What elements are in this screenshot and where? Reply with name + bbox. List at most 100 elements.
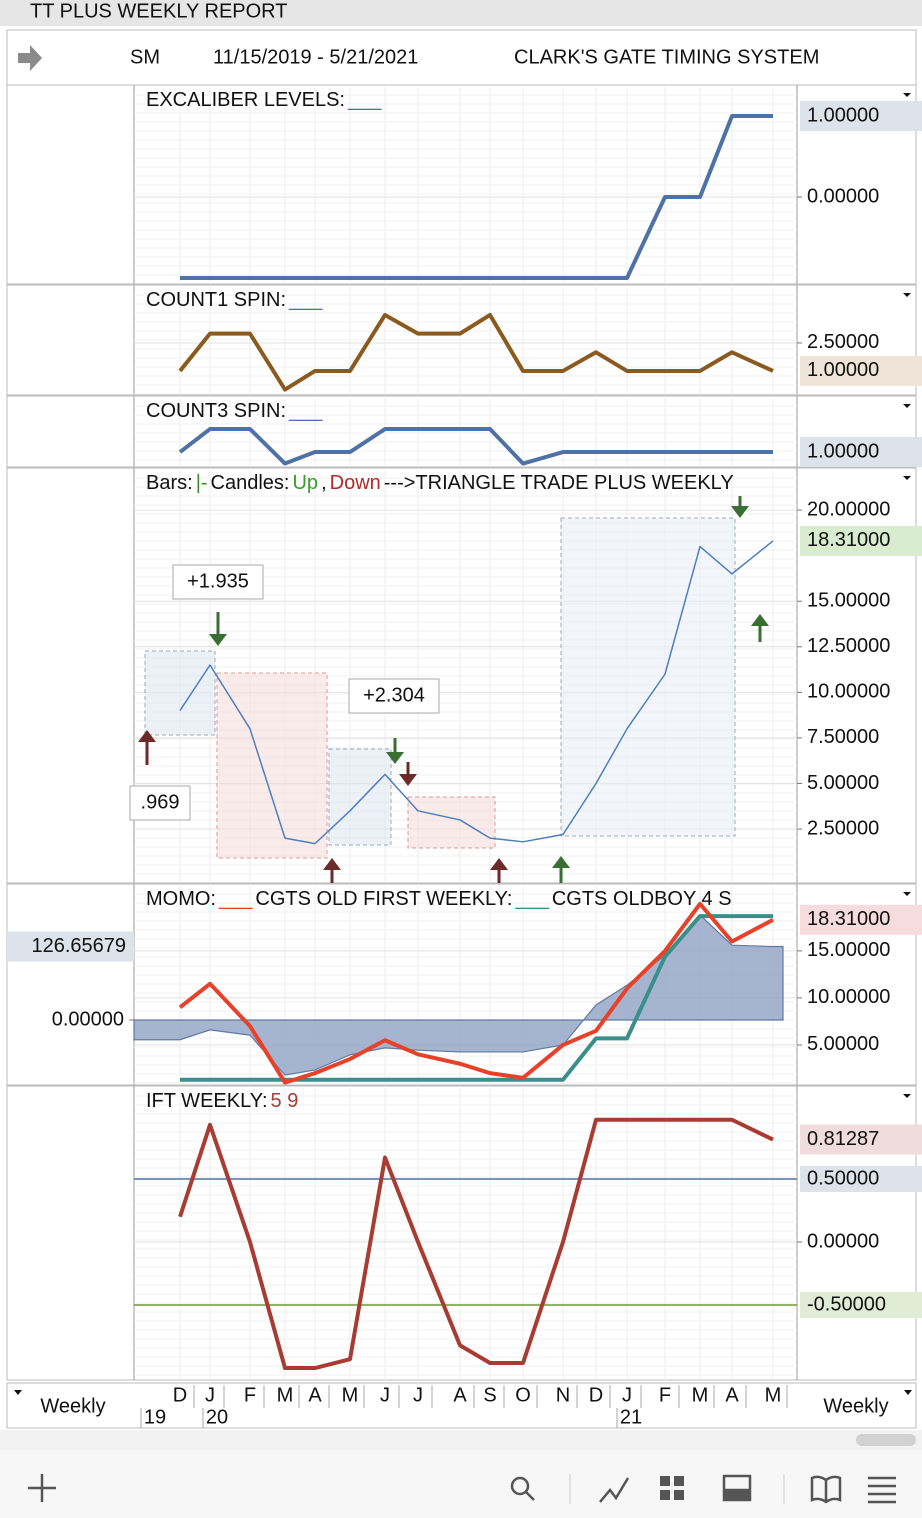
level-label: 0.50000 bbox=[807, 1167, 879, 1189]
line-series bbox=[180, 914, 773, 1082]
menu-button[interactable] bbox=[868, 1476, 896, 1504]
value-badge-label: 18.31000 bbox=[807, 908, 890, 930]
title-part: , bbox=[321, 472, 327, 494]
nav-arrow[interactable] bbox=[18, 45, 42, 71]
x-tick-label: F bbox=[659, 1384, 671, 1406]
value-badge bbox=[800, 100, 922, 131]
x-tick-label: J bbox=[622, 1384, 632, 1406]
panel-frame bbox=[6, 395, 917, 468]
symbol[interactable]: SM bbox=[130, 46, 160, 68]
x-tick-label: F bbox=[244, 1384, 256, 1406]
trade-box bbox=[328, 748, 392, 846]
signal-arrowhead bbox=[731, 506, 749, 518]
title-part: CGTS OLD FIRST WEEKLY: bbox=[255, 888, 512, 910]
search-handle bbox=[525, 1491, 535, 1501]
chart-button[interactable] bbox=[599, 1477, 630, 1503]
panel-title: Bars: |- Candles: Up, Down --->TRIANGLE TRADE… bbox=[146, 472, 734, 494]
title-part: COUNT3 SPIN: bbox=[146, 400, 286, 422]
y-tick-label: 15.00000 bbox=[807, 939, 890, 961]
trade-box bbox=[144, 650, 216, 736]
title-part: CGTS OLDBOY 4 S bbox=[552, 888, 732, 910]
line-series bbox=[178, 427, 773, 466]
line-series bbox=[178, 312, 774, 392]
title-part: Down bbox=[330, 472, 381, 494]
add-button[interactable] bbox=[28, 1474, 56, 1502]
scrollbar[interactable] bbox=[856, 1434, 916, 1446]
value-badge bbox=[800, 525, 922, 556]
trade-box bbox=[407, 796, 496, 849]
title-part: ___ bbox=[288, 289, 323, 311]
title-part: Up bbox=[292, 472, 318, 494]
signal-arrowhead bbox=[399, 774, 417, 786]
value-badge-label: 1.00000 bbox=[807, 359, 879, 381]
title-part: Bars: bbox=[146, 472, 193, 494]
year-label: 20 bbox=[206, 1406, 228, 1428]
panel-frame bbox=[6, 1085, 917, 1381]
window-title: TT PLUS WEEKLY REPORT bbox=[30, 0, 287, 22]
line-series bbox=[178, 901, 774, 1085]
y-tick-label: 10.00000 bbox=[807, 681, 890, 703]
signal-arrowhead bbox=[552, 856, 570, 868]
y2-tick-label: 0.00000 bbox=[52, 1008, 124, 1030]
dropdown[interactable] bbox=[14, 1390, 22, 1395]
title-part: COUNT1 SPIN: bbox=[146, 289, 286, 311]
x-tick-label: D bbox=[589, 1384, 603, 1406]
panel-title: IFT WEEKLY: 5 9 bbox=[146, 1090, 298, 1112]
annotation: +2.304 bbox=[363, 684, 425, 706]
toolbar bbox=[6, 29, 917, 86]
signal-arrowhead bbox=[138, 730, 156, 742]
line-series bbox=[179, 540, 774, 845]
year-label: 21 bbox=[620, 1406, 642, 1428]
search-button[interactable] bbox=[510, 1476, 530, 1496]
line-series bbox=[178, 1117, 774, 1371]
annotation-box bbox=[129, 785, 191, 821]
panel-menu[interactable] bbox=[903, 293, 911, 297]
y-tick-label: 5.00000 bbox=[807, 772, 879, 794]
scroll-area bbox=[0, 1430, 922, 1450]
value-badge bbox=[800, 1124, 922, 1155]
title-part: ___ bbox=[218, 888, 253, 910]
timeframe-left[interactable]: Weekly bbox=[40, 1395, 105, 1417]
date-range: 11/15/2019 - 5/21/2021 bbox=[213, 46, 418, 68]
grid-button[interactable] bbox=[660, 1476, 684, 1500]
book-button[interactable] bbox=[810, 1475, 842, 1504]
system-name: CLARK'S GATE TIMING SYSTEM bbox=[514, 46, 819, 68]
x-tick-label: A bbox=[308, 1384, 322, 1406]
signal-arrowhead bbox=[490, 858, 508, 870]
annotation-box bbox=[172, 564, 264, 600]
title-part: ___ bbox=[347, 89, 382, 111]
title-part: 5 9 bbox=[271, 1090, 299, 1112]
panel-title: MOMO: ___ CGTS OLD FIRST WEEKLY: ___ CGTS OL… bbox=[146, 888, 732, 910]
panel-menu[interactable] bbox=[903, 404, 911, 408]
signal-arrowhead bbox=[209, 634, 227, 646]
panel-menu[interactable] bbox=[903, 93, 911, 97]
panel-title: EXCALIBER LEVELS: ___ bbox=[146, 89, 382, 111]
panel-menu[interactable] bbox=[903, 1094, 911, 1098]
y-tick-label: 12.50000 bbox=[807, 635, 890, 657]
timeframe-right[interactable]: Weekly bbox=[823, 1395, 888, 1417]
panel-menu[interactable] bbox=[903, 892, 911, 896]
x-tick-label: M bbox=[692, 1384, 709, 1406]
trade-box bbox=[216, 672, 328, 859]
title-part: Candles: bbox=[211, 472, 290, 494]
value-badge bbox=[7, 931, 134, 962]
x-tick-label: D bbox=[173, 1384, 187, 1406]
value-badge-label: 18.31000 bbox=[807, 529, 890, 551]
level-label: -0.50000 bbox=[807, 1293, 886, 1315]
x-tick-label: N bbox=[556, 1384, 570, 1406]
value-badge-label: 126.65679 bbox=[31, 935, 126, 957]
dropdown[interactable] bbox=[904, 1390, 912, 1395]
value-badge bbox=[800, 904, 922, 935]
x-tick-label: J bbox=[205, 1384, 215, 1406]
y-tick-label: 7.50000 bbox=[807, 726, 879, 748]
y-tick-label: 0.00000 bbox=[807, 185, 879, 207]
title-bar bbox=[0, 0, 922, 26]
panel-menu[interactable] bbox=[903, 476, 911, 480]
y-tick-label: 20.00000 bbox=[807, 498, 890, 520]
signal-arrowhead bbox=[751, 614, 769, 626]
x-tick-label: M bbox=[342, 1384, 359, 1406]
x-tick-label: M bbox=[277, 1384, 294, 1406]
x-tick-label: A bbox=[453, 1384, 467, 1406]
